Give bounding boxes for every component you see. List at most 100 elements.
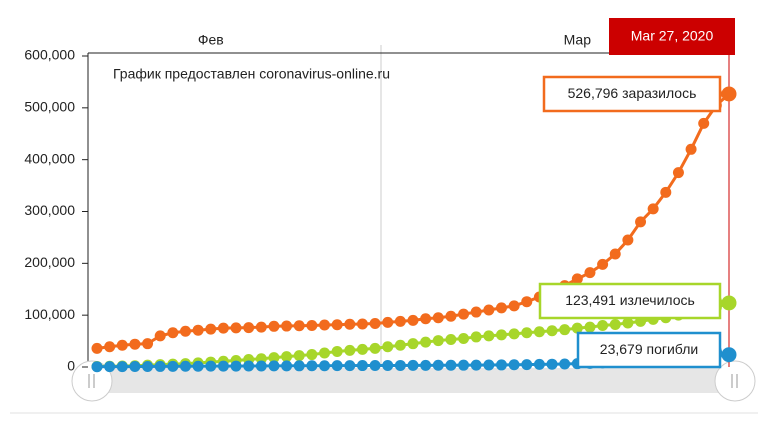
point xyxy=(192,360,204,372)
tooltip-pointer xyxy=(720,88,723,100)
point xyxy=(243,360,255,372)
point xyxy=(319,347,331,359)
point xyxy=(179,360,191,372)
point xyxy=(268,352,280,364)
tooltip-name: погибли xyxy=(647,341,699,357)
point xyxy=(344,360,356,372)
point xyxy=(167,327,179,339)
tooltip-box xyxy=(542,75,722,113)
tooltip-value: 23,679 xyxy=(600,341,643,357)
y-tick-label: 600,000 xyxy=(24,47,75,63)
point xyxy=(445,334,457,346)
point xyxy=(432,312,444,324)
point xyxy=(142,360,154,372)
point xyxy=(331,319,343,331)
point xyxy=(255,360,267,372)
credit: График предоставлен coronavirus-online.r… xyxy=(113,66,390,82)
point xyxy=(306,360,318,372)
point xyxy=(281,360,293,372)
point xyxy=(394,339,406,351)
point xyxy=(458,332,470,344)
point xyxy=(356,318,368,330)
point xyxy=(483,359,495,371)
point xyxy=(293,320,305,332)
point xyxy=(167,360,179,372)
point xyxy=(230,322,242,334)
point xyxy=(432,359,444,371)
point xyxy=(521,296,533,308)
point xyxy=(597,258,609,270)
point xyxy=(584,267,596,279)
point xyxy=(407,359,419,371)
point xyxy=(369,317,381,329)
point xyxy=(319,360,331,372)
point xyxy=(91,361,103,373)
y-tick-label: 200,000 xyxy=(24,254,75,270)
y-tick-label: 400,000 xyxy=(24,150,75,166)
point xyxy=(609,318,621,330)
point xyxy=(533,326,545,338)
point xyxy=(344,344,356,356)
point xyxy=(293,360,305,372)
point xyxy=(281,320,293,332)
scroll-handle-left[interactable] xyxy=(71,360,113,402)
point xyxy=(672,167,684,179)
point xyxy=(268,360,280,372)
point xyxy=(382,316,394,328)
tooltip-box xyxy=(576,331,722,369)
point xyxy=(458,308,470,320)
point xyxy=(154,360,166,372)
point xyxy=(559,324,571,336)
point xyxy=(420,359,432,371)
point xyxy=(559,358,571,370)
top-axis-label: Фев xyxy=(198,32,224,48)
point xyxy=(521,327,533,339)
date-highlight xyxy=(609,18,735,55)
point xyxy=(685,143,697,155)
point xyxy=(394,359,406,371)
point xyxy=(319,319,331,331)
point xyxy=(356,360,368,372)
tooltip-text: 23,679 погибли xyxy=(600,341,698,357)
scroll-track[interactable] xyxy=(95,368,735,393)
point xyxy=(458,359,470,371)
y-tick-label: 300,000 xyxy=(24,202,75,218)
point xyxy=(647,203,659,215)
tooltip-value: 526,796 xyxy=(568,85,619,101)
point xyxy=(432,335,444,347)
point xyxy=(508,328,520,340)
tooltip-value: 123,491 xyxy=(565,292,616,308)
date-label: Mar 27, 2020 xyxy=(631,28,714,44)
point xyxy=(445,359,457,371)
point xyxy=(104,341,116,353)
point xyxy=(609,248,621,260)
tooltip-name: излечилось xyxy=(620,292,695,308)
point xyxy=(483,304,495,316)
point xyxy=(546,358,558,370)
point xyxy=(268,320,280,332)
point xyxy=(293,350,305,362)
point xyxy=(382,359,394,371)
tooltip-pointer xyxy=(720,344,723,356)
point xyxy=(508,300,520,312)
point xyxy=(331,360,343,372)
scroll-handle-right[interactable] xyxy=(714,360,756,402)
point xyxy=(420,336,432,348)
point xyxy=(571,322,583,334)
point xyxy=(142,338,154,350)
point xyxy=(344,318,356,330)
point xyxy=(521,359,533,371)
point xyxy=(635,216,647,228)
point xyxy=(91,342,103,354)
top-axis-label: Мар xyxy=(564,32,592,48)
point xyxy=(369,342,381,354)
point xyxy=(721,295,737,311)
point xyxy=(230,360,242,372)
point xyxy=(281,351,293,363)
y-tick-label: 500,000 xyxy=(24,99,75,115)
point xyxy=(495,329,507,341)
point xyxy=(129,338,141,350)
point xyxy=(495,302,507,314)
point xyxy=(104,361,116,373)
